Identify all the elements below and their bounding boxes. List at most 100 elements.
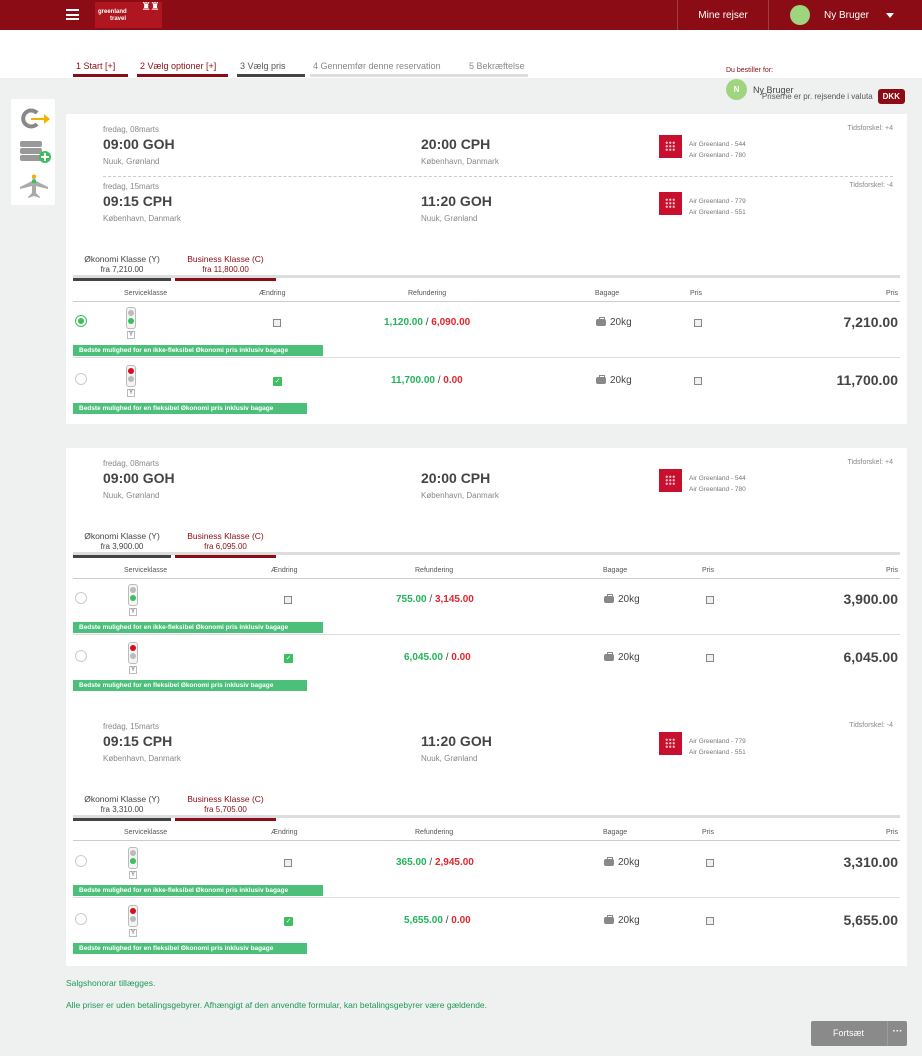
user-name: Ny Bruger (824, 9, 870, 21)
refund-amounts: 755.00 / 3,145.00 (396, 594, 474, 605)
change-search-icon[interactable] (17, 105, 51, 131)
fare-price: 7,210.00 (843, 314, 899, 330)
step-5[interactable]: 5 Bekræftelse (466, 61, 528, 77)
class-code: Y (127, 331, 135, 339)
refund-fee: 2,945.00 (434, 857, 474, 868)
header-bagage: Bagage (595, 290, 620, 297)
air-greenland-logo (659, 135, 682, 158)
price-info-icon[interactable] (706, 859, 714, 867)
baggage-allowance: 20kg (618, 594, 640, 605)
add-booking-icon[interactable] (17, 137, 51, 163)
baggage-icon (604, 857, 614, 866)
change-allowed-icon: ✓ (273, 377, 282, 386)
fare-radio[interactable] (75, 650, 87, 662)
best-option-banner: Bedste mulighed for en ikke-fleksibel Øk… (73, 345, 323, 356)
menu-icon[interactable] (66, 9, 79, 20)
change-info-icon[interactable] (273, 319, 281, 327)
change-info-icon[interactable] (284, 859, 292, 867)
header-pris: Pris (885, 829, 898, 836)
flight-segment: fredag, 08marts 09:00 GOH Nuuk, Grønland 20… (103, 459, 893, 504)
continue-label: Fortsæt (833, 1028, 865, 1038)
flight-number: Air Greenland - 551 (689, 209, 746, 216)
my-trips-link[interactable]: Mine rejser (677, 0, 768, 30)
more-options-button[interactable]: ··· (887, 1021, 907, 1046)
header-refundering: Refundering (415, 829, 454, 836)
refund-separator: / (422, 317, 432, 328)
refund-fee: 6,090.00 (431, 317, 471, 328)
time-difference: Tidsforskel: -4 (849, 722, 893, 729)
refund-separator: / (442, 652, 452, 663)
change-allowed-icon: ✓ (284, 654, 293, 663)
currency-badge[interactable]: DKK (877, 89, 905, 104)
baggage: 20kg (604, 594, 640, 605)
continue-button[interactable]: Fortsæt ··· (811, 1021, 907, 1046)
tab-business[interactable]: Business Klasse (C) fra 5,705.00 (175, 794, 276, 821)
header-bagage: Bagage (603, 567, 628, 574)
departure-time: 09:00 GOH (103, 470, 175, 486)
tab-economy-label: Økonomi Klasse (Y) (84, 254, 160, 264)
price-info-icon[interactable] (706, 596, 714, 604)
price-info-icon[interactable] (694, 319, 702, 327)
tab-economy[interactable]: Økonomi Klasse (Y) fra 3,900.00 (73, 531, 171, 558)
arrival-location: Nuuk, Grønland (421, 754, 478, 763)
fare-price: 6,045.00 (843, 649, 899, 665)
user-menu[interactable]: Ny Bruger (768, 0, 922, 30)
fare-table-header: Serviceklasse Ændring Refundering Bagage Pri… (73, 826, 900, 841)
tab-economy-price: fra 3,310.00 (100, 805, 144, 814)
refund-fee: 0.00 (451, 652, 471, 663)
availability-light-icon (126, 307, 136, 329)
fare-radio[interactable] (75, 855, 87, 867)
fare-radio[interactable] (75, 592, 87, 604)
step-3[interactable]: 3 Vælg pris (237, 61, 305, 77)
tab-business[interactable]: Business Klasse (C) fra 11,800.00 (175, 254, 276, 281)
change-info-icon[interactable] (284, 596, 292, 604)
currency-note: Priserne er pr. rejsende i valuta DKK (762, 89, 905, 104)
flight-numbers: Air Greenland - 779 Air Greenland - 551 (689, 196, 746, 218)
price-info-icon[interactable] (706, 917, 714, 925)
header-refundering: Refundering (408, 290, 447, 297)
step-1[interactable]: 1 Start [+] (73, 61, 128, 77)
order-for-name: Ny Bruger (753, 84, 794, 95)
tab-business-label: Business Klasse (C) (187, 254, 264, 264)
change-allowed-icon: ✓ (284, 917, 293, 926)
time-difference: Tidsforskel: -4 (849, 182, 893, 189)
tab-business-label: Business Klasse (C) (187, 794, 264, 804)
side-toolbar (11, 99, 55, 205)
flight-number: Air Greenland - 779 (689, 198, 746, 205)
tab-economy[interactable]: Økonomi Klasse (Y) fra 3,310.00 (73, 794, 171, 821)
fare-radio[interactable] (75, 913, 87, 925)
order-for-label: Du bestiller for: (726, 67, 774, 74)
flight-icon[interactable] (17, 171, 51, 198)
departure-time: 09:15 CPH (103, 193, 173, 209)
fare-radio[interactable] (75, 315, 87, 327)
currency-note-text: Priserne er pr. rejsende i valuta (761, 92, 873, 101)
fare-table-header: Serviceklasse Ændring Refundering Bagage Pri… (73, 287, 900, 302)
user-avatar (790, 5, 810, 25)
header-serviceklasse: Serviceklasse (124, 567, 168, 574)
header-serviceklasse: Serviceklasse (124, 829, 168, 836)
baggage-icon (604, 594, 614, 603)
flight-card: fredag, 08marts 09:00 GOH Nuuk, Grønland 20… (66, 448, 907, 966)
price-info-icon[interactable] (694, 377, 702, 385)
segment-date: fredag, 15marts (103, 722, 160, 731)
departure-location: København, Danmark (103, 754, 181, 763)
baggage: 20kg (604, 857, 640, 868)
header-pris: Pris (885, 290, 898, 297)
price-info-icon[interactable] (706, 654, 714, 662)
arrival-time: 11:20 GOH (421, 193, 492, 209)
step-2[interactable]: 2 Vælg optioner [+] (137, 61, 228, 77)
time-difference: Tidsforskel: +4 (847, 459, 893, 466)
tab-business[interactable]: Business Klasse (C) fra 6,095.00 (175, 531, 276, 558)
greenland-travel-logo[interactable]: greenland travel ♜♜ (95, 2, 162, 28)
fare-row: Y ✓ 11,700.00 / 0.00 20kg 11,700.00 Bedste mu… (73, 358, 900, 416)
fare-row: Y 1,120.00 / 6,090.00 20kg 7,210.00 Bedste m… (73, 300, 900, 358)
tab-economy[interactable]: Økonomi Klasse (Y) fra 7,210.00 (73, 254, 171, 281)
step-4[interactable]: 4 Gennemfør denne reservation (310, 61, 512, 77)
availability-light-icon (128, 847, 138, 869)
refund-amount: 6,045.00 (404, 652, 443, 663)
baggage-allowance: 20kg (618, 915, 640, 926)
availability-light-icon (128, 642, 138, 664)
fare-radio[interactable] (75, 373, 87, 385)
header-aendring: Ændring (271, 829, 298, 836)
departure-location: Nuuk, Grønland (103, 157, 160, 166)
